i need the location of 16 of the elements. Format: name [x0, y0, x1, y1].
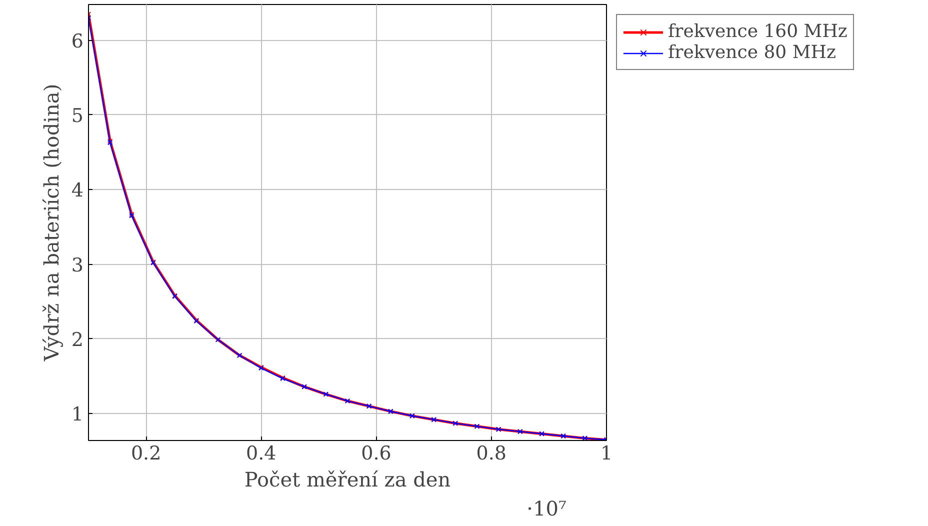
y-tick-label: 4 [71, 180, 84, 202]
x-tick-label: 0.8 [476, 442, 506, 464]
x-axis-title: Počet měření za den [244, 468, 451, 492]
x-tick-label: 1 [600, 442, 613, 464]
legend-label: frekvence 160 MHz [668, 21, 848, 42]
y-tick-label: 2 [71, 328, 84, 351]
text: ·10⁷ [526, 496, 567, 520]
y-tick-label: 6 [71, 30, 84, 52]
legend-label: frekvence 80 MHz [668, 42, 836, 63]
y-axis-title: Výdrž na bateriích (hodina) [39, 84, 64, 362]
x-tick-label: 0.6 [361, 442, 392, 464]
y-tick-label: 3 [71, 254, 84, 276]
y-tick-label: 1 [71, 404, 84, 426]
y-tick-label: 5 [71, 104, 84, 127]
x-tick-label: 0.2 [130, 442, 162, 464]
x-tick-label: 0.4 [246, 442, 276, 464]
